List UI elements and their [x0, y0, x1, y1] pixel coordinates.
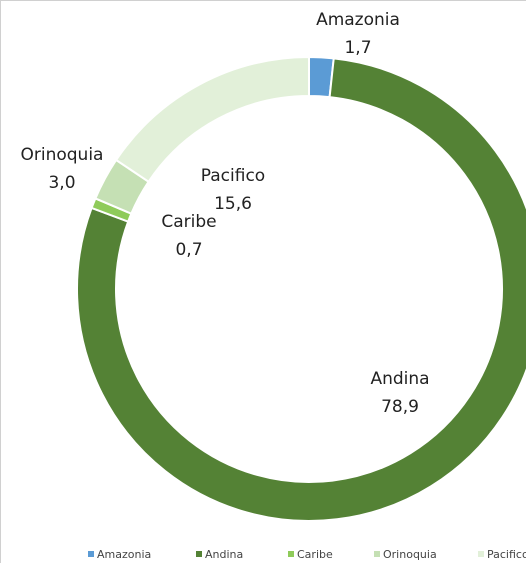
legend-swatch	[478, 551, 484, 557]
data-label: 0,7	[175, 240, 202, 260]
data-label: 15,6	[214, 194, 252, 214]
legend-label: Orinoquia	[383, 548, 437, 561]
donut-segment	[76, 57, 526, 522]
segment-label: Pacifico	[201, 166, 265, 186]
legend-label: Andina	[205, 548, 243, 561]
segment-label: Caribe	[161, 212, 216, 232]
segment-label: Amazonia	[316, 10, 400, 30]
data-label: 1,7	[344, 38, 371, 58]
legend-label: Amazonia	[97, 548, 151, 561]
legend-label: Pacifico	[487, 548, 526, 561]
segment-label: Orinoquia	[21, 145, 104, 165]
legend-label: Caribe	[297, 548, 333, 561]
donut-segment	[114, 55, 310, 184]
legend-swatch	[374, 551, 380, 557]
legend-swatch	[88, 551, 94, 557]
legend-swatch	[196, 551, 202, 557]
segment-label: Andina	[370, 369, 429, 389]
legend-swatch	[288, 551, 294, 557]
data-label: 78,9	[381, 397, 419, 417]
data-label: 3,0	[48, 173, 75, 193]
